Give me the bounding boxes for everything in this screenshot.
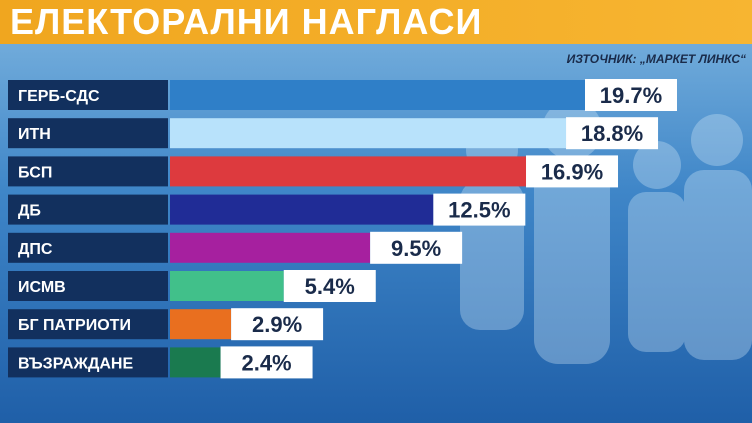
bar <box>170 80 585 110</box>
value-label: 16.9% <box>541 159 603 184</box>
bar <box>170 156 527 187</box>
value-label: 5.4% <box>305 274 355 299</box>
value-label: 2.9% <box>252 312 302 337</box>
title-bar: ЕЛЕКТОРАЛНИ НАГЛАСИ <box>0 0 752 44</box>
bar <box>170 194 434 225</box>
value-label-box <box>231 308 324 341</box>
page-title: ЕЛЕКТОРАЛНИ НАГЛАСИ <box>10 1 483 42</box>
source-label: ИЗТОЧНИК: „МАРКЕТ ЛИНКС“ <box>566 52 746 66</box>
bar <box>170 309 232 340</box>
value-label-box <box>220 346 313 379</box>
category-label: ИСМВ <box>18 279 66 296</box>
category-label-box <box>8 271 168 301</box>
bar <box>170 232 371 263</box>
category-label: ДБ <box>18 203 41 220</box>
value-label: 9.5% <box>391 236 441 261</box>
category-label-box <box>8 309 168 340</box>
category-label: БГ ПАТРИОТИ <box>18 317 131 334</box>
category-label: ДПС <box>18 241 53 258</box>
category-label-box <box>8 80 168 110</box>
value-label-box <box>433 193 526 226</box>
category-label: ГЕРБ-СДС <box>18 88 100 105</box>
value-label-box <box>585 79 677 111</box>
category-label: ВЪЗРАЖДАНЕ <box>18 355 133 372</box>
category-label-box <box>8 194 168 225</box>
value-label: 19.7% <box>600 83 662 108</box>
bar <box>170 271 284 301</box>
value-label-box <box>526 155 619 188</box>
value-label: 12.5% <box>448 198 510 223</box>
category-label-box <box>8 232 168 263</box>
value-label-box <box>566 117 659 150</box>
category-label-box <box>8 156 168 187</box>
value-label: 2.4% <box>241 350 291 375</box>
value-label: 18.8% <box>581 121 643 146</box>
value-label-box <box>283 270 376 302</box>
bar <box>170 118 567 149</box>
category-label-box <box>8 347 168 378</box>
category-label: БСП <box>18 164 52 181</box>
category-label-box <box>8 118 168 149</box>
value-label-box <box>370 231 463 264</box>
bar <box>170 347 221 378</box>
category-label: ИТН <box>18 126 51 143</box>
